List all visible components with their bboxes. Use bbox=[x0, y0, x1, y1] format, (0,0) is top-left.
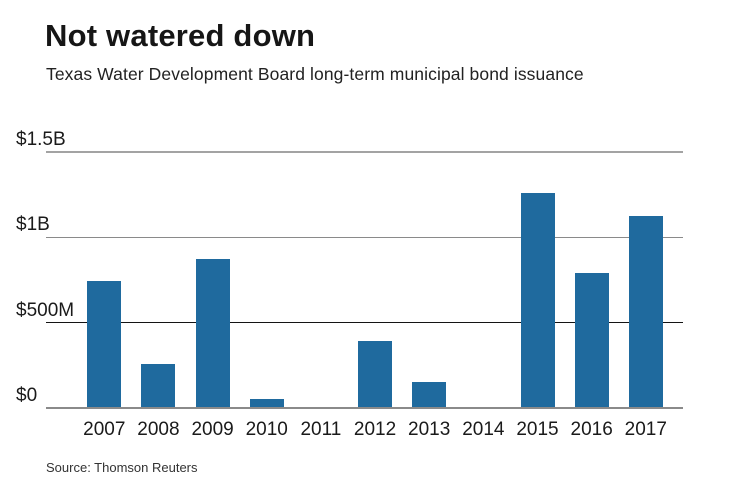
x-axis-label-2017: 2017 bbox=[624, 419, 667, 440]
y-axis-label-$1B: $1B bbox=[16, 214, 50, 235]
chart-title: Not watered down bbox=[45, 18, 316, 53]
x-axis-label-2009: 2009 bbox=[191, 419, 234, 440]
bar-2009 bbox=[195, 259, 230, 408]
x-axis-label-2013: 2013 bbox=[408, 419, 451, 440]
x-axis-label-2016: 2016 bbox=[570, 419, 613, 440]
x-axis-label-2014: 2014 bbox=[462, 419, 505, 440]
y-axis-label-$500M: $500M bbox=[16, 299, 75, 321]
y-axis-label-$0: $0 bbox=[16, 385, 38, 406]
x-axis-label-2012: 2012 bbox=[353, 419, 397, 440]
bar-2013 bbox=[412, 382, 447, 408]
bar-2007 bbox=[87, 281, 122, 408]
source-note: Source: Thomson Reuters bbox=[46, 460, 198, 475]
gridline-$1B bbox=[46, 236, 683, 238]
bar-2017 bbox=[628, 215, 663, 408]
x-axis-label-2010: 2010 bbox=[245, 419, 288, 440]
chart-subtitle: Texas Water Development Board long-term … bbox=[46, 64, 584, 84]
bar-2016 bbox=[574, 272, 609, 408]
gridline-$1.5B bbox=[46, 150, 683, 153]
bar-2012 bbox=[358, 341, 393, 408]
bar-2008 bbox=[141, 364, 176, 408]
x-axis-baseline bbox=[46, 407, 683, 409]
gridline-$500M bbox=[46, 322, 683, 323]
x-axis-label-2011: 2011 bbox=[300, 419, 342, 440]
x-axis-label-2008: 2008 bbox=[137, 419, 180, 440]
bar-2010 bbox=[249, 399, 284, 408]
x-axis-label-2007: 2007 bbox=[83, 419, 126, 440]
x-axis-label-2015: 2015 bbox=[516, 419, 559, 440]
bar-2015 bbox=[520, 193, 555, 408]
y-axis-label-$1.5B: $1.5B bbox=[16, 128, 66, 150]
